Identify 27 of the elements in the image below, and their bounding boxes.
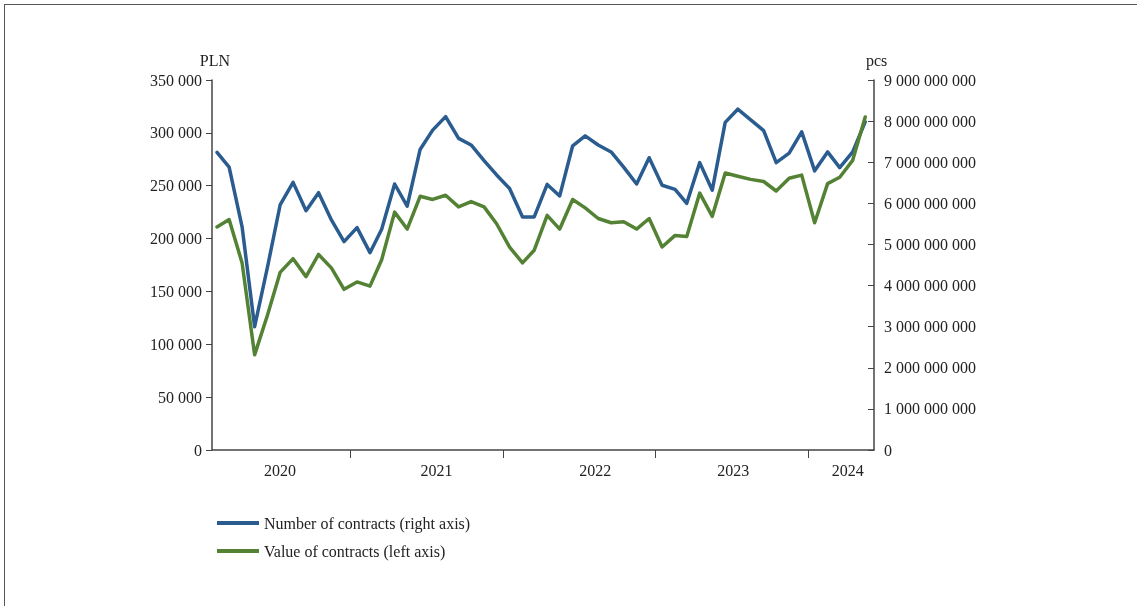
y-tick-label: 100 000 — [150, 335, 202, 353]
y-tick-label: 50 000 — [158, 388, 202, 406]
y2-tick-label: 3 000 000 000 — [884, 318, 976, 336]
y-tick-label: 300 000 — [150, 124, 202, 142]
y2-tick-label: 9 000 000 000 — [884, 71, 976, 89]
y-tick-label: 200 000 — [150, 230, 202, 248]
x-tick-label: 2022 — [579, 461, 612, 479]
y-tick-label: 150 000 — [150, 282, 202, 300]
y-axis-title: PLN — [199, 51, 231, 69]
y2-tick-label: 4 000 000 000 — [884, 277, 976, 295]
x-tick-label: 2020 — [264, 461, 297, 479]
y2-tick-label: 5 000 000 000 — [884, 235, 976, 253]
x-tick-label: 2023 — [717, 461, 750, 479]
y-tick-label: 250 000 — [150, 177, 202, 195]
y2-axis-title: pcs — [866, 51, 888, 70]
y2-tick-label: 7 000 000 000 — [884, 153, 976, 171]
y2-tick-label: 0 — [884, 441, 892, 459]
x-tick-label: 2021 — [420, 461, 453, 479]
y-tick-label: 350 000 — [150, 71, 202, 89]
x-tick-label: 2024 — [831, 461, 864, 479]
y2-tick-label: 6 000 000 000 — [884, 194, 976, 212]
legend-label: Number of contracts (right axis) — [264, 514, 471, 533]
y2-tick-label: 2 000 000 000 — [884, 359, 976, 377]
legend-label: Value of contracts (left axis) — [264, 542, 446, 561]
y-tick-label: 0 — [194, 441, 202, 459]
y2-tick-label: 8 000 000 000 — [884, 112, 976, 130]
y2-tick-label: 1 000 000 000 — [884, 400, 976, 418]
